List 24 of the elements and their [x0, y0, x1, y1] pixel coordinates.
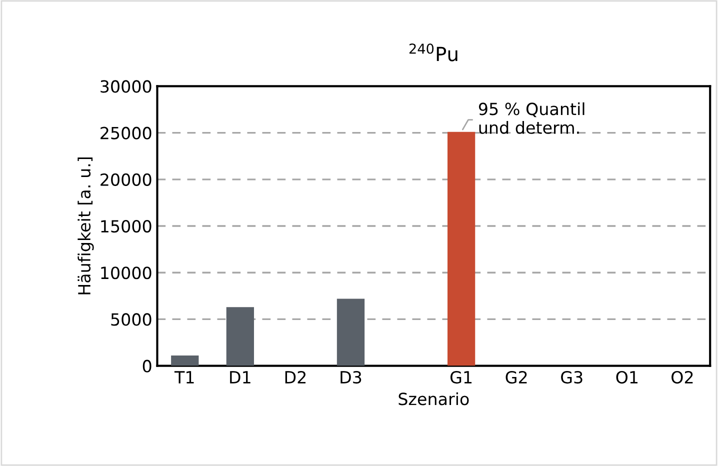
- x-tick-label: G3: [561, 370, 582, 384]
- x-tick-label: G1: [450, 370, 472, 384]
- y-tick-label: 15000: [101, 220, 152, 233]
- y-tick-label: 0: [142, 360, 152, 372]
- y-tick-label: 25000: [100, 126, 152, 140]
- x-tick-label: T1: [174, 371, 194, 384]
- annotation: 95 % Quantil und determ.: [478, 102, 584, 134]
- x-tick-label: D2: [285, 370, 306, 384]
- bar: [171, 356, 199, 366]
- bar: [226, 307, 254, 366]
- x-tick-label: G2: [506, 370, 527, 384]
- y-tick-label: 30000: [100, 80, 152, 93]
- y-axis-title: Häufigkeit [a. u.]: [78, 158, 94, 294]
- x-tick-label: D3: [340, 370, 362, 384]
- y-tick-label: 5000: [111, 313, 152, 326]
- bar: [447, 132, 476, 366]
- y-tick-label: 20000: [100, 173, 152, 186]
- x-tick-label: O2: [672, 370, 693, 384]
- x-axis-title: Szenario: [398, 392, 469, 406]
- bar: [336, 298, 365, 366]
- chart-title: $^{240}$Pu: [409, 44, 458, 62]
- x-tick-label: D1: [230, 371, 250, 384]
- x-tick-label: O1: [616, 370, 638, 384]
- y-tick-label: 10000: [101, 266, 152, 280]
